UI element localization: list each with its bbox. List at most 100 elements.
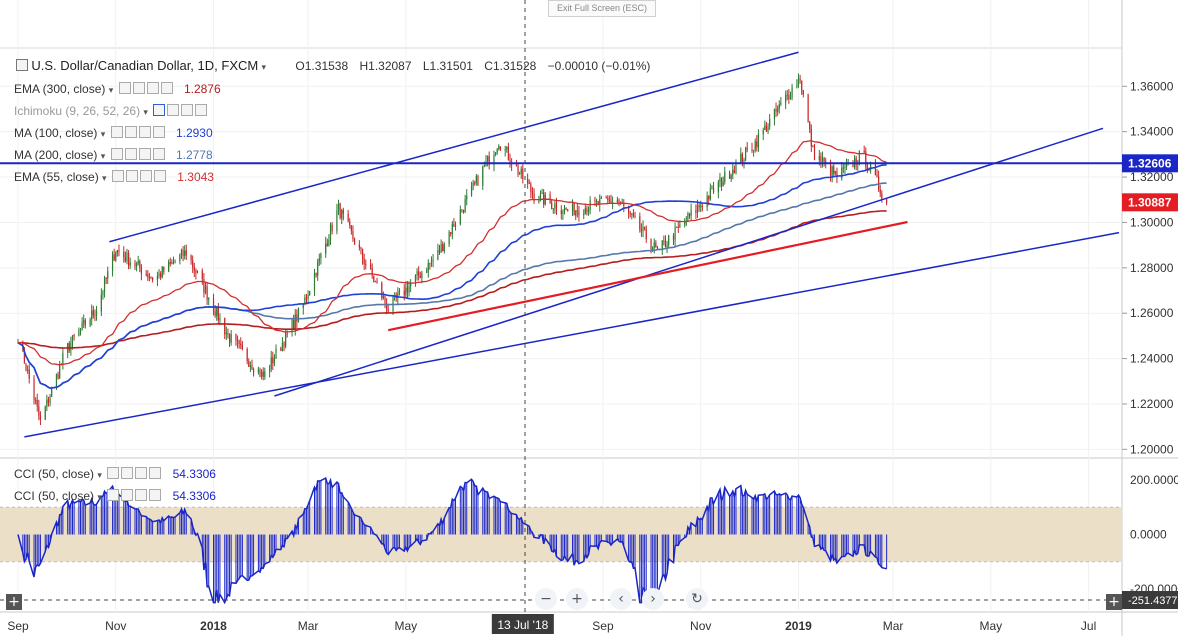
candle-body xyxy=(305,297,308,299)
candle-body xyxy=(419,275,421,279)
more-icon[interactable] xyxy=(181,104,194,116)
close-icon[interactable] xyxy=(153,170,166,182)
candle-body xyxy=(302,303,304,308)
chevron-down-icon[interactable]: ▾ xyxy=(97,492,102,502)
collapse-icon[interactable] xyxy=(16,59,28,71)
indicator-label[interactable]: MA (200, close) xyxy=(14,148,98,162)
chevron-down-icon[interactable]: ▾ xyxy=(108,85,114,95)
visibility-icon[interactable] xyxy=(121,467,134,479)
visibility-icon[interactable] xyxy=(121,489,134,501)
settings-icon[interactable] xyxy=(111,170,124,182)
scroll-left-button[interactable]: ‹ xyxy=(610,588,632,610)
close-icon[interactable] xyxy=(152,148,165,160)
candle-body xyxy=(360,247,362,249)
more-icon[interactable] xyxy=(135,467,148,479)
chevron-down-icon[interactable]: ▾ xyxy=(261,62,267,72)
more-icon[interactable] xyxy=(139,170,152,182)
more-icon[interactable] xyxy=(146,82,159,94)
chevron-down-icon[interactable]: ▾ xyxy=(102,173,107,183)
cci-label[interactable]: CCI (50, close) xyxy=(14,489,95,503)
indicator-label[interactable]: EMA (300, close) xyxy=(14,82,106,96)
close-icon[interactable] xyxy=(149,489,162,501)
visibility-icon[interactable] xyxy=(132,82,145,94)
settings-icon[interactable] xyxy=(107,489,120,501)
hidden-icon[interactable] xyxy=(153,104,166,116)
candle-body xyxy=(733,169,735,174)
candle-body xyxy=(767,126,769,132)
add-right-button[interactable]: + xyxy=(1106,594,1122,610)
candle-body xyxy=(608,199,610,201)
cci-legend-2[interactable]: CCI (50, close) ▾ 54.3306 xyxy=(14,489,216,503)
candle-body xyxy=(134,262,136,267)
candle-body xyxy=(124,256,126,262)
indicator-legend-ema55[interactable]: EMA (55, close) ▾ 1.3043 xyxy=(14,170,214,184)
candle-body xyxy=(555,203,558,211)
exit-fullscreen-tooltip[interactable]: Exit Full Screen (ESC) xyxy=(548,0,656,17)
candle-body xyxy=(841,167,843,179)
indicator-legend-ichimoku[interactable]: Ichimoku (9, 26, 52, 26) ▾ xyxy=(14,104,208,118)
indicator-legend-ma200[interactable]: MA (200, close) ▾ 1.2778 xyxy=(14,148,213,162)
close-icon[interactable] xyxy=(160,82,173,94)
close-icon[interactable] xyxy=(149,467,162,479)
candle-body xyxy=(160,273,162,278)
candle-body xyxy=(296,314,298,322)
candle-body xyxy=(347,213,349,222)
candle-body xyxy=(111,254,114,272)
more-icon[interactable] xyxy=(135,489,148,501)
zoom-in-button[interactable]: + xyxy=(566,588,588,610)
candle-body xyxy=(618,199,620,202)
indicator-label[interactable]: Ichimoku (9, 26, 52, 26) xyxy=(14,104,141,118)
candle-body xyxy=(382,295,385,299)
chevron-down-icon[interactable]: ▾ xyxy=(143,107,148,117)
candle-body xyxy=(440,244,442,253)
cci-legend-1[interactable]: CCI (50, close) ▾ 54.3306 xyxy=(14,467,216,481)
candle-body xyxy=(522,168,524,179)
cci-label[interactable]: CCI (50, close) xyxy=(14,467,95,481)
visibility-icon[interactable] xyxy=(125,170,138,182)
settings-icon[interactable] xyxy=(110,148,123,160)
more-icon[interactable] xyxy=(138,126,151,138)
candle-body xyxy=(152,277,154,281)
indicator-legend-ma100[interactable]: MA (100, close) ▾ 1.2930 xyxy=(14,126,213,140)
more-icon[interactable] xyxy=(138,148,151,160)
candle-body xyxy=(855,158,857,165)
cci-last-value-box xyxy=(1122,591,1178,609)
add-left-button[interactable]: + xyxy=(6,594,22,610)
candle-body xyxy=(430,260,433,264)
symbol-title[interactable]: U.S. Dollar/Canadian Dollar, 1D, FXCM xyxy=(31,58,259,73)
settings-icon[interactable] xyxy=(107,467,120,479)
close-icon[interactable] xyxy=(195,104,208,116)
candle-body xyxy=(706,196,708,208)
candle-body xyxy=(642,226,644,232)
candle-body xyxy=(453,223,455,227)
reset-chart-button[interactable]: ↻ xyxy=(686,588,708,610)
candle-body xyxy=(509,159,511,164)
settings-icon[interactable] xyxy=(110,126,123,138)
close-icon[interactable] xyxy=(152,126,165,138)
candle-body xyxy=(326,243,328,246)
zoom-out-button[interactable]: − xyxy=(535,588,557,610)
candle-body xyxy=(168,261,170,272)
scroll-right-button[interactable]: › xyxy=(642,588,664,610)
candle-body xyxy=(270,357,272,369)
visibility-icon[interactable] xyxy=(124,126,137,138)
indicator-label[interactable]: MA (100, close) xyxy=(14,126,98,140)
chevron-down-icon[interactable]: ▾ xyxy=(97,470,102,480)
settings-icon[interactable] xyxy=(118,82,131,94)
candle-body xyxy=(259,369,261,377)
visibility-icon[interactable] xyxy=(124,148,137,160)
indicator-label[interactable]: EMA (55, close) xyxy=(14,170,99,184)
candle-body xyxy=(318,258,320,262)
candle-body xyxy=(565,207,567,210)
candle-body xyxy=(201,270,203,280)
chevron-down-icon[interactable]: ▾ xyxy=(100,151,106,161)
candle-body xyxy=(179,254,181,262)
candle-body xyxy=(376,281,378,283)
candle-body xyxy=(248,361,250,367)
candle-body xyxy=(720,177,723,187)
indicator-legend-ema300[interactable]: EMA (300, close) ▾ 1.2876 xyxy=(14,82,221,96)
settings-icon[interactable] xyxy=(167,104,180,116)
chevron-down-icon[interactable]: ▾ xyxy=(100,129,106,139)
candle-body xyxy=(881,193,883,199)
